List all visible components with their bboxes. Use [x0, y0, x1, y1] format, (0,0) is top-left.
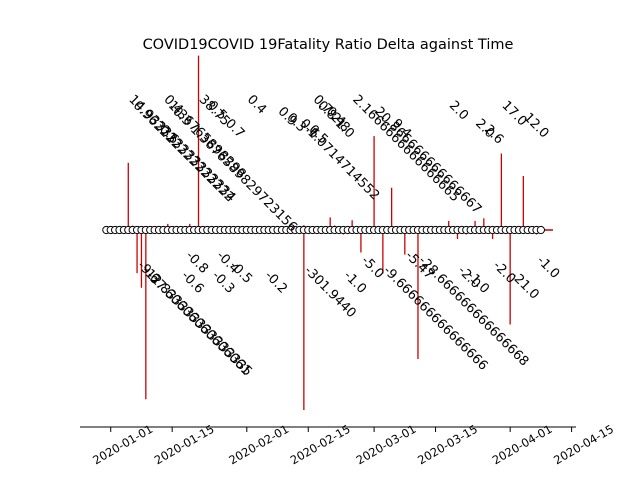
date-markers: [102, 225, 545, 235]
x-tick-label: 2020-02-01: [226, 422, 291, 468]
event-label: 2.0: [446, 98, 471, 123]
x-tick-label: 2020-04-15: [551, 422, 616, 468]
x-tick-label: 2020-03-01: [354, 422, 419, 468]
date-marker: [536, 225, 545, 235]
x-tick-label: 2020-01-15: [152, 422, 217, 468]
event-labels: 14.9333333333333340.962222222222222-9.6-…: [125, 92, 562, 379]
x-tick-label: 2020-04-01: [490, 422, 555, 468]
event-label: -1.0: [341, 268, 370, 297]
x-tick-label: 2020-03-15: [415, 422, 480, 468]
event-label: 12.0: [520, 110, 551, 141]
event-label: -1.0: [534, 253, 563, 282]
x-tick-label: 2020-02-15: [288, 422, 353, 468]
event-label: -0.2: [262, 268, 291, 297]
event-label: 0.4: [244, 92, 269, 117]
x-tick-label: 2020-01-01: [90, 422, 155, 468]
event-label: -21.0: [507, 268, 541, 302]
chart-title: COVID19COVID 19Fatality Ratio Delta agai…: [143, 37, 514, 53]
event-label: 20.866666666666667: [371, 104, 484, 217]
